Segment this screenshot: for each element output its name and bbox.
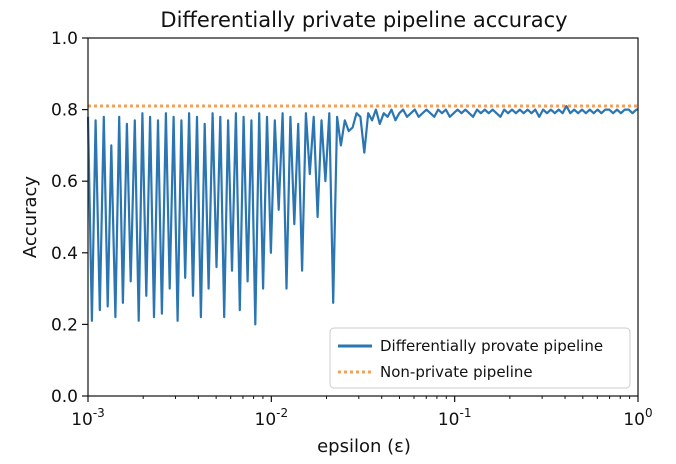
y-axis-label: Accuracy [20,176,41,259]
legend-label-differentially-private-pipeline: Differentially provate pipeline [380,337,603,355]
y-tick-label: 1.0 [51,29,78,49]
x-axis-label: epsilon (ε) [317,436,411,457]
legend: Differentially provate pipeline Non-priv… [329,327,631,389]
chart-title: Differentially private pipeline accuracy [160,8,567,32]
y-tick-label: 0.6 [51,172,78,192]
x-tick-label: 10-3 [71,406,105,430]
plot-area [86,104,638,326]
legend-label-non-private-pipeline: Non-private pipeline [380,363,533,381]
x-axis: 10-3 10-2 10-1 100 [71,396,653,430]
plot-frame [87,37,639,397]
y-tick-label: 0.8 [51,101,78,121]
x-tick-label: 10-2 [255,406,289,430]
x-tick-label: 100 [623,406,652,430]
y-tick-label: 0.2 [51,315,78,335]
x-tick-label: 10-1 [438,406,472,430]
y-tick-label: 0.4 [51,244,78,264]
legend-box [329,327,631,389]
y-tick-label: 0.0 [51,387,78,407]
y-axis: 0.0 0.2 0.4 0.6 0.8 1.0 [51,29,88,407]
series-line-differentially-private-pipeline [86,104,638,326]
